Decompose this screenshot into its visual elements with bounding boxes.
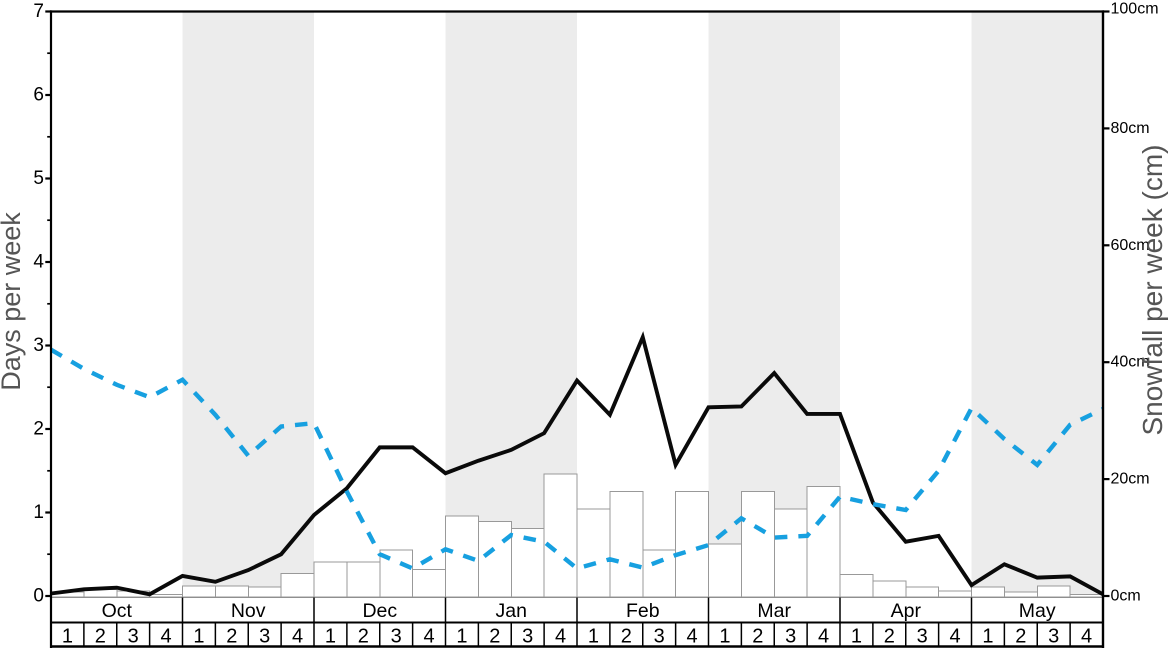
svg-text:2: 2 <box>884 625 895 647</box>
svg-text:0cm: 0cm <box>1111 588 1141 605</box>
svg-text:4: 4 <box>555 625 566 647</box>
svg-text:3: 3 <box>33 335 44 356</box>
svg-text:3: 3 <box>1048 625 1059 647</box>
svg-text:3: 3 <box>259 625 270 647</box>
svg-text:2: 2 <box>358 625 369 647</box>
svg-text:20cm: 20cm <box>1111 471 1150 488</box>
svg-text:4: 4 <box>33 252 44 273</box>
svg-text:4: 4 <box>818 625 829 647</box>
svg-text:1: 1 <box>33 502 44 523</box>
svg-text:May: May <box>1019 600 1056 622</box>
svg-text:3: 3 <box>391 625 402 647</box>
svg-text:3: 3 <box>654 625 665 647</box>
svg-text:Days per week: Days per week <box>0 212 26 391</box>
svg-text:Oct: Oct <box>102 600 133 622</box>
svg-text:4: 4 <box>424 625 435 647</box>
svg-text:2: 2 <box>1015 625 1026 647</box>
svg-text:80cm: 80cm <box>1111 120 1150 137</box>
svg-text:1: 1 <box>62 625 73 647</box>
svg-text:1: 1 <box>325 625 336 647</box>
svg-text:2: 2 <box>95 625 106 647</box>
svg-text:Snowfall per week (cm): Snowfall per week (cm) <box>1137 145 1168 436</box>
svg-text:1: 1 <box>456 625 467 647</box>
svg-text:Jan: Jan <box>495 600 526 622</box>
svg-text:2: 2 <box>489 625 500 647</box>
svg-text:4: 4 <box>292 625 303 647</box>
svg-text:4: 4 <box>687 625 698 647</box>
svg-text:Nov: Nov <box>231 600 266 622</box>
svg-text:1: 1 <box>982 625 993 647</box>
svg-text:4: 4 <box>950 625 961 647</box>
svg-text:2: 2 <box>33 419 44 440</box>
svg-text:3: 3 <box>128 625 139 647</box>
svg-text:Apr: Apr <box>891 600 922 622</box>
svg-text:1: 1 <box>719 625 730 647</box>
svg-text:0: 0 <box>33 586 44 607</box>
svg-text:100cm: 100cm <box>1111 1 1159 18</box>
svg-text:3: 3 <box>522 625 533 647</box>
svg-text:60cm: 60cm <box>1111 237 1150 254</box>
svg-text:3: 3 <box>917 625 928 647</box>
svg-text:1: 1 <box>851 625 862 647</box>
svg-text:1: 1 <box>588 625 599 647</box>
svg-text:Mar: Mar <box>757 600 791 622</box>
svg-text:2: 2 <box>226 625 237 647</box>
svg-text:Dec: Dec <box>362 600 397 622</box>
svg-text:7: 7 <box>33 1 44 22</box>
svg-text:4: 4 <box>161 625 172 647</box>
svg-text:3: 3 <box>785 625 796 647</box>
svg-text:6: 6 <box>33 85 44 106</box>
svg-text:5: 5 <box>33 168 44 189</box>
svg-text:4: 4 <box>1081 625 1092 647</box>
svg-text:1: 1 <box>193 625 204 647</box>
svg-text:2: 2 <box>621 625 632 647</box>
svg-text:2: 2 <box>752 625 763 647</box>
svg-text:40cm: 40cm <box>1111 354 1150 371</box>
svg-text:Feb: Feb <box>626 600 660 622</box>
